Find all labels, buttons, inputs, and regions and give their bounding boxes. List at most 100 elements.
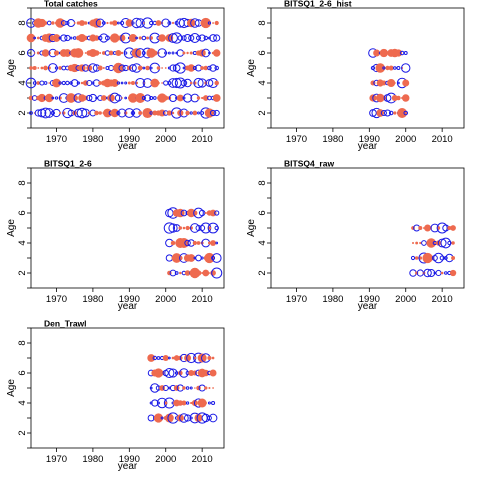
bubble-negative (177, 35, 184, 41)
bubble-positive (388, 65, 394, 71)
bubble-negative (185, 386, 190, 390)
bubble-negative (171, 51, 175, 55)
bubble-positive (424, 224, 432, 232)
bubble-positive (419, 241, 422, 245)
bubble-markers (25, 17, 221, 119)
x-tick-label: 1990 (359, 294, 380, 305)
bubble-negative (436, 222, 448, 234)
bubble-positive (36, 36, 40, 40)
bubble-positive (203, 65, 209, 71)
bubble-positive (451, 241, 455, 245)
x-tick-label: 2010 (432, 294, 453, 305)
bubble-negative (388, 110, 394, 116)
bubble-positive (451, 256, 456, 260)
x-tick-label: 1970 (286, 294, 307, 305)
bubble-positive (208, 386, 211, 390)
bubble-positive (204, 252, 215, 264)
bubble-positive (207, 241, 211, 245)
bubble-negative (119, 20, 125, 26)
bubble-negative (403, 51, 408, 55)
bubble-positive (79, 20, 85, 26)
bubble-positive (192, 210, 198, 216)
y-tick-label: 8 (17, 20, 28, 25)
bubble-positive (83, 35, 88, 41)
bubble-negative (152, 355, 158, 361)
x-tick-label: 2000 (395, 134, 416, 145)
bubble-positive (152, 50, 158, 56)
bubble-negative (86, 94, 93, 102)
y-axis-label: Age (246, 59, 257, 77)
bubble-positive (110, 33, 120, 43)
bubble-positive (29, 66, 33, 70)
bubble-positive (166, 110, 172, 116)
bubble-negative (184, 239, 191, 247)
bubble-positive (153, 413, 164, 423)
bubble-positive (207, 355, 212, 361)
bubble-positive (196, 96, 201, 100)
x-tick-label: 1970 (286, 134, 307, 145)
bubble-negative (410, 255, 416, 261)
bubble-negative (401, 63, 411, 73)
bubble-positive (157, 93, 167, 103)
bubble-positive (98, 111, 102, 115)
bubble-negative (180, 209, 188, 217)
bubble-positive (187, 254, 196, 262)
bubble-negative (214, 225, 219, 231)
bubble-positive (214, 20, 219, 26)
bubble-negative (143, 94, 152, 102)
bubble-negative (427, 268, 436, 278)
bubble-negative (32, 81, 37, 85)
bubble-negative (168, 93, 178, 103)
bubble-negative (209, 109, 217, 117)
y-tick-label: 4 (257, 80, 268, 85)
bubble-positive (73, 22, 76, 24)
bubble-positive (185, 225, 190, 231)
bubble-positive (150, 78, 160, 88)
bubble-positive (214, 80, 219, 86)
bubble-positive (130, 80, 135, 86)
x-tick-label: 2000 (155, 454, 176, 465)
bubble-positive (177, 370, 183, 376)
bubble-positive (187, 64, 195, 72)
bubble-negative (423, 268, 432, 278)
bubble-positive (192, 110, 198, 116)
bubble-negative (131, 17, 142, 29)
bubble-positive (63, 49, 72, 57)
bubble-positive (190, 401, 193, 405)
bubble-positive (101, 51, 106, 55)
bubble-positive (77, 33, 87, 43)
bubble-positive (176, 414, 184, 422)
bubble-positive (212, 387, 214, 389)
bubble-negative (76, 81, 80, 85)
bubble-negative (189, 111, 193, 115)
bubble-positive (212, 22, 215, 24)
bubble-positive (37, 93, 47, 103)
bubble-negative (207, 21, 212, 25)
bubble-negative (88, 63, 98, 73)
y-tick-label: 8 (17, 340, 28, 345)
bubble-positive (210, 240, 217, 246)
x-tick-label: 1980 (82, 454, 103, 465)
bubble-negative (152, 96, 157, 100)
bubble-positive (43, 21, 48, 25)
bubble-positive (128, 33, 137, 43)
y-tick-label: 4 (17, 400, 28, 405)
bubble-negative (380, 109, 387, 117)
bubble-positive (171, 356, 175, 360)
bubble-negative (160, 416, 164, 420)
bubble-negative (141, 35, 147, 41)
x-tick-label: 1990 (119, 134, 140, 145)
bubble-positive (171, 21, 175, 25)
bubble-positive (204, 108, 215, 118)
bubble-positive (178, 226, 183, 230)
bubble-positive (197, 398, 207, 408)
bubble-negative (33, 36, 37, 40)
bubble-positive (97, 65, 103, 71)
bubble-positive (189, 51, 193, 55)
bubble-positive (53, 50, 60, 56)
bubble-positive (178, 238, 189, 248)
x-tick-label: 1980 (82, 134, 103, 145)
x-axis-label: year (358, 301, 378, 312)
x-tick-label: 1980 (82, 294, 103, 305)
